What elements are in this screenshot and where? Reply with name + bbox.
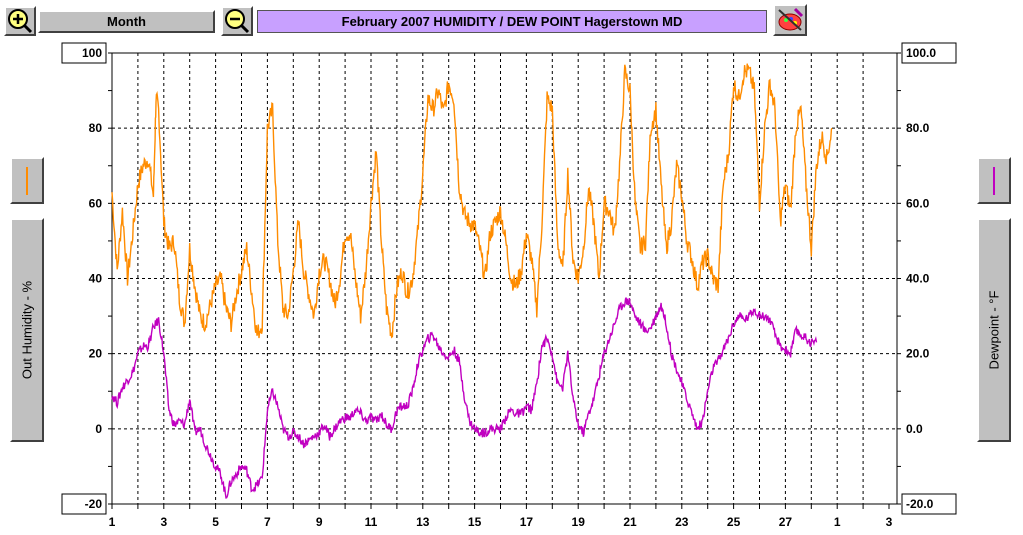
dewpoint-series-line [111, 297, 818, 499]
x-tick-label: 13 [416, 515, 430, 529]
right-y-tick-label: 20.0 [906, 347, 930, 361]
zoom-out-button[interactable] [221, 6, 253, 36]
x-tick-label: 9 [316, 515, 323, 529]
x-tick-label: 25 [727, 515, 741, 529]
humidity-series-line [111, 63, 833, 339]
left-y-tick-label: 80 [89, 121, 103, 135]
left-y-tick-label: 60 [89, 196, 103, 210]
dewpoint-series-swatch[interactable] [977, 157, 1011, 204]
humidity-series-swatch[interactable] [10, 157, 44, 204]
x-tick-label: 3 [886, 515, 893, 529]
right-y-tick-label: -20.0 [906, 497, 934, 511]
left-axis-label-panel[interactable]: Out Humidity - % [10, 218, 44, 442]
x-tick-label: 17 [520, 515, 534, 529]
left-y-tick-label: 100 [82, 46, 102, 60]
x-tick-label: 1 [834, 515, 841, 529]
x-tick-label: 7 [264, 515, 271, 529]
x-tick-label: 5 [212, 515, 219, 529]
magenta-line-icon [993, 167, 995, 195]
right-axis-label-panel[interactable]: Dewpoint - °F [977, 218, 1011, 442]
right-tick-box [901, 42, 957, 64]
left-y-tick-label: 40 [89, 272, 103, 286]
x-tick-label: 1 [109, 515, 116, 529]
x-tick-label: 27 [779, 515, 793, 529]
paint-button[interactable] [773, 4, 807, 36]
right-y-tick-label: 40.0 [906, 272, 930, 286]
left-tick-box [61, 493, 107, 515]
x-tick-label: 19 [572, 515, 586, 529]
x-tick-label: 23 [675, 515, 689, 529]
left-y-tick-label: 0 [95, 422, 102, 436]
orange-line-icon [26, 167, 28, 195]
right-tick-box [901, 493, 957, 515]
zoom-in-button[interactable] [4, 6, 36, 36]
right-y-tick-label: 80.0 [906, 121, 930, 135]
x-tick-label: 21 [623, 515, 637, 529]
x-tick-label: 11 [365, 515, 378, 529]
zoom-in-magnifier-icon [8, 9, 33, 34]
left-y-tick-label: -20 [85, 497, 103, 511]
left-y-tick-label: 20 [89, 347, 103, 361]
left-tick-box [61, 42, 107, 64]
period-selector-button[interactable]: Month [38, 10, 215, 33]
paint-palette-icon [778, 7, 804, 31]
right-y-tick-label: 60.0 [906, 196, 930, 210]
right-y-tick-label: 0.0 [906, 422, 923, 436]
zoom-out-magnifier-icon [225, 9, 250, 34]
chart-title: February 2007 HUMIDITY / DEW POINT Hager… [257, 10, 767, 33]
x-tick-label: 15 [468, 515, 482, 529]
x-tick-label: 3 [160, 515, 167, 529]
right-y-tick-label: 100.0 [906, 46, 936, 60]
